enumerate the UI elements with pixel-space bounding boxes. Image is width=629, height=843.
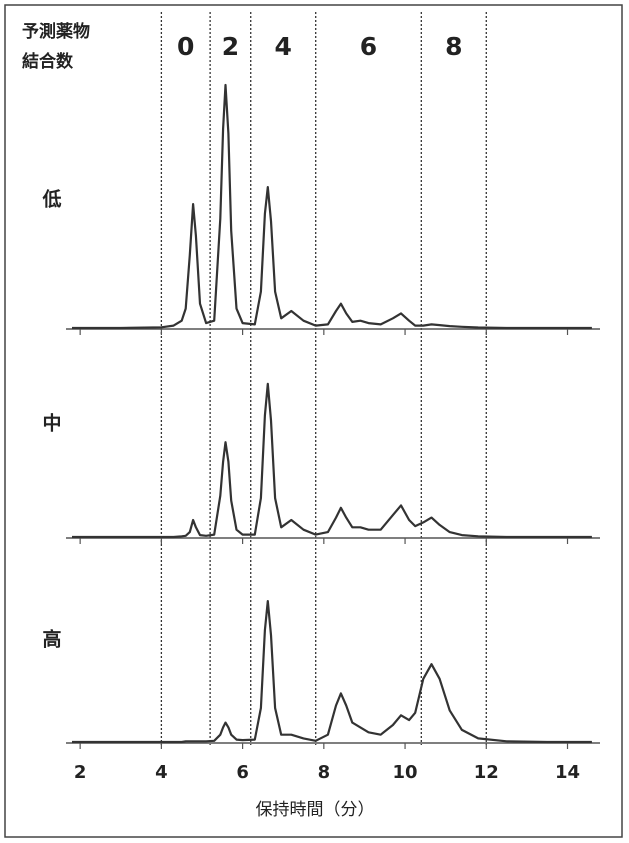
series-label: 高 bbox=[42, 628, 61, 651]
x-tick-label: 14 bbox=[555, 762, 580, 783]
x-tick-label: 4 bbox=[155, 762, 168, 783]
x-tick-label: 12 bbox=[474, 762, 499, 783]
trace bbox=[72, 382, 592, 539]
dar-label: 8 bbox=[445, 32, 462, 61]
label-title: 予測薬物 bbox=[22, 21, 90, 42]
series-label: 中 bbox=[42, 412, 61, 435]
frame bbox=[4, 4, 623, 838]
dar-label: 4 bbox=[275, 32, 292, 61]
dar-label: 2 bbox=[222, 32, 239, 61]
x-tick-label: 10 bbox=[393, 762, 418, 783]
x-axis-label: 保持時間（分） bbox=[256, 800, 375, 820]
x-tick-label: 8 bbox=[318, 762, 331, 783]
series-label: 低 bbox=[41, 188, 61, 211]
dar-label: 0 bbox=[177, 32, 194, 61]
label-title: 結合数 bbox=[22, 51, 74, 72]
x-tick-label: 6 bbox=[236, 762, 249, 783]
dar-label: 6 bbox=[360, 32, 377, 61]
x-tick-label: 2 bbox=[74, 762, 87, 783]
trace bbox=[72, 600, 592, 744]
trace bbox=[72, 83, 592, 330]
